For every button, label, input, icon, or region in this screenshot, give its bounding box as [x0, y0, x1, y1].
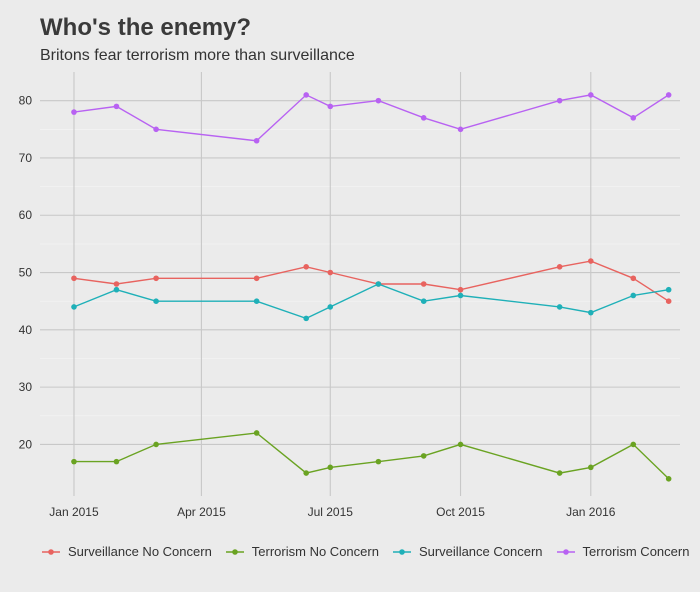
data-point — [665, 286, 672, 293]
data-point — [420, 115, 427, 121]
data-point — [457, 286, 464, 293]
legend-key-icon — [392, 548, 411, 555]
data-point — [630, 441, 637, 448]
data-point — [665, 476, 672, 482]
data-point — [665, 92, 672, 98]
legend-label: Surveillance No Concern — [68, 544, 212, 559]
chart-title: Who's the enemy? — [40, 14, 252, 41]
y-tick-label: 60 — [19, 208, 33, 222]
data-point — [556, 470, 563, 476]
data-point — [153, 298, 159, 304]
data-point — [253, 298, 260, 304]
x-tick-label: Jan 2015 — [49, 505, 99, 519]
data-point — [556, 264, 563, 270]
data-point — [420, 453, 427, 459]
data-point — [253, 137, 260, 144]
data-point — [587, 92, 594, 98]
data-point — [420, 298, 427, 304]
legend-item: Terrorism Concern — [555, 544, 690, 559]
data-point — [327, 464, 334, 471]
data-point — [113, 103, 120, 110]
x-tick-label: Apr 2015 — [177, 505, 226, 519]
data-point — [587, 258, 594, 264]
legend-key-icon — [42, 548, 60, 555]
data-point — [327, 269, 334, 276]
data-point — [253, 275, 260, 282]
data-point — [420, 281, 427, 287]
chart-subtitle: Britons fear terrorism more than surveil… — [40, 47, 355, 64]
data-point — [253, 430, 260, 436]
data-point — [630, 115, 637, 121]
data-point — [303, 470, 309, 476]
legend-item: Terrorism No Concern — [224, 544, 379, 559]
data-point — [556, 304, 563, 310]
data-point — [71, 304, 77, 310]
data-point — [556, 97, 563, 104]
x-tick-label: Oct 2015 — [436, 505, 485, 519]
data-point — [113, 281, 120, 287]
y-tick-label: 20 — [19, 437, 33, 451]
legend-label: Surveillance Concern — [418, 544, 543, 559]
data-point — [303, 264, 309, 270]
legend-key-icon — [225, 548, 244, 555]
legend-item: Surveillance No Concern — [40, 544, 212, 559]
data-point — [153, 275, 159, 282]
data-point — [375, 458, 382, 465]
chart-legend: Surveillance No Concern Terrorism No Conc… — [40, 544, 700, 559]
data-point — [153, 441, 159, 448]
y-tick-label: 80 — [19, 94, 33, 108]
data-point — [303, 92, 309, 98]
data-point — [153, 126, 159, 133]
legend-key-icon — [556, 548, 575, 555]
data-point — [113, 286, 120, 293]
data-point — [71, 458, 77, 465]
data-point — [630, 275, 637, 282]
data-point — [327, 103, 334, 110]
x-tick-label: Jul 2015 — [308, 505, 354, 519]
legend-item: Surveillance Concern — [391, 544, 543, 559]
data-point — [71, 275, 77, 282]
plot-panel — [40, 72, 680, 496]
data-point — [71, 109, 77, 115]
y-tick-label: 40 — [19, 323, 33, 337]
data-point — [665, 298, 672, 304]
y-tick-label: 30 — [19, 380, 33, 394]
data-point — [587, 309, 594, 316]
data-point — [630, 292, 637, 299]
y-tick-label: 70 — [19, 151, 33, 165]
legend-label: Terrorism No Concern — [251, 544, 379, 559]
data-point — [457, 292, 464, 299]
data-point — [303, 315, 309, 322]
data-point — [457, 126, 464, 133]
x-tick-label: Jan 2016 — [566, 505, 616, 519]
legend-label: Terrorism Concern — [582, 544, 690, 559]
data-point — [587, 464, 594, 471]
y-tick-label: 50 — [19, 266, 33, 280]
data-point — [375, 281, 382, 287]
data-point — [375, 97, 382, 104]
data-point — [113, 458, 120, 465]
data-point — [327, 304, 334, 310]
data-point — [457, 441, 464, 448]
